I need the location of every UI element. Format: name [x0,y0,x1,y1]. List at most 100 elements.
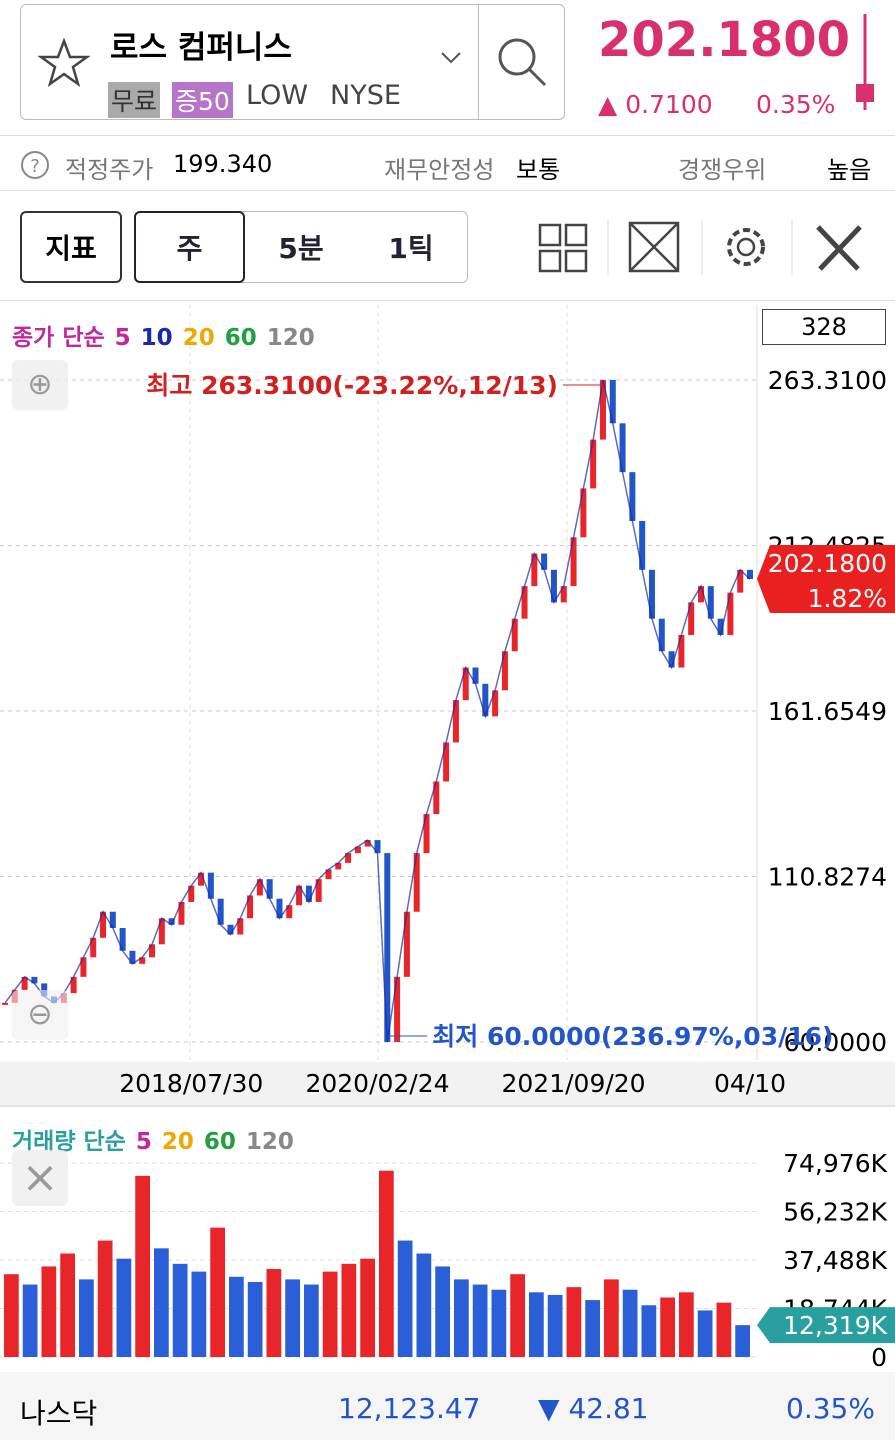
candle [668,651,675,668]
volume-bar [604,1279,619,1357]
volume-bar [154,1248,169,1357]
x-tick-label: 2021/09/20 [502,1069,646,1098]
volume-bar [435,1266,450,1357]
candle [149,944,156,958]
search-icon[interactable] [495,35,550,90]
dropdown-icon[interactable] [440,50,462,66]
y-tick-label: 74,976K [783,1149,887,1178]
candle [129,950,136,964]
info-row [0,135,895,191]
legend-period: 20 [182,325,215,351]
tool-icons[interactable] [530,215,890,280]
help-icon[interactable]: ? [20,150,50,180]
x-tick-label: 2020/02/24 [305,1069,449,1098]
volume-bar [41,1266,57,1357]
candle [90,937,97,958]
price-tag [757,545,895,614]
volume-bar [379,1170,394,1357]
candle [217,898,224,925]
volume-bar [97,1240,113,1357]
divider [0,300,895,301]
candle [541,553,548,570]
close-button[interactable]: × [12,1150,68,1206]
candle [296,885,303,906]
candle [560,586,567,603]
candle [629,472,636,521]
min-label: 최저 60.0000(236.97%,03/16) [432,1022,833,1051]
price-legend: 종가 단순 5 10 20 60 120 [12,318,315,352]
legend-period: 120 [245,1129,294,1155]
label: 경쟁우위 [678,156,767,184]
volume-bar [4,1274,19,1357]
candle [335,862,342,870]
volume-bar [285,1279,300,1357]
zoom-in[interactable]: ⊕ [12,360,68,410]
x-axis-band [0,1062,895,1106]
indicator-button[interactable]: 지표 [20,211,122,283]
index-change-value: 42.81 [568,1392,649,1425]
volume-bar [697,1310,713,1357]
legend-period: 20 [161,1129,194,1155]
candle [276,898,283,919]
volume-bar [660,1297,675,1357]
period-button[interactable]: 1틱 [388,232,434,265]
price-tag-pct: 1.82% [808,584,887,613]
value: 높음 [827,156,872,184]
volume-bar [360,1258,375,1357]
volume-bar [585,1300,600,1357]
candle [717,618,724,635]
volume-bar [679,1292,694,1357]
star-icon[interactable] [38,38,90,88]
title-box[interactable] [20,4,565,120]
y-tick-label: 37,488K [783,1246,887,1275]
candle [501,651,508,691]
candle [2,1002,8,1005]
volume-bar [229,1276,244,1357]
volume-tag-label: 12,319K [783,1311,887,1340]
candle [658,618,665,652]
candle [619,423,626,473]
candle [648,569,655,619]
candle [570,537,577,587]
candle [325,869,332,880]
legend-period: 120 [266,325,315,351]
candle [286,905,293,919]
volume-bar [566,1287,582,1357]
volume-bar [116,1258,132,1357]
candle [31,976,38,984]
index-change: ▼ 42.81 [538,1392,649,1425]
close-line [4,379,751,1043]
period-button[interactable]: 주 [134,211,245,283]
volume-legend: 거래량 단순 5 20 60 120 [12,1122,294,1156]
candle [158,918,165,945]
candle [737,569,744,593]
volume-bar [22,1284,38,1357]
legend-title: 종가 단순 [12,325,105,351]
candle [227,924,234,935]
footer-bg [0,1372,895,1440]
tag: 증50 [172,82,233,118]
volume-bar [304,1284,319,1357]
separator [478,4,479,120]
zoom-out[interactable]: ⊖ [12,990,68,1040]
change-pct: 0.35% [756,90,836,119]
volume-bar [397,1240,413,1357]
max-label: 최고 263.3100(-23.22%,12/13) [146,371,558,400]
legend-period: 60 [224,325,257,351]
change: ▲ 0.7100 [598,90,713,119]
candle [109,911,116,929]
stock-name: 로스 컴퍼니스 [110,30,292,66]
candle [482,683,489,717]
candle [237,918,244,935]
mini-candle [856,14,874,110]
candle [198,872,205,886]
candle [688,602,695,635]
volume-bar [135,1175,150,1357]
volume-bar [79,1279,94,1357]
period-button[interactable]: 5분 [278,232,324,265]
y-tick-label: 161.6549 [768,697,887,726]
candle [345,853,352,863]
candle [697,586,704,603]
candle [394,976,401,1042]
